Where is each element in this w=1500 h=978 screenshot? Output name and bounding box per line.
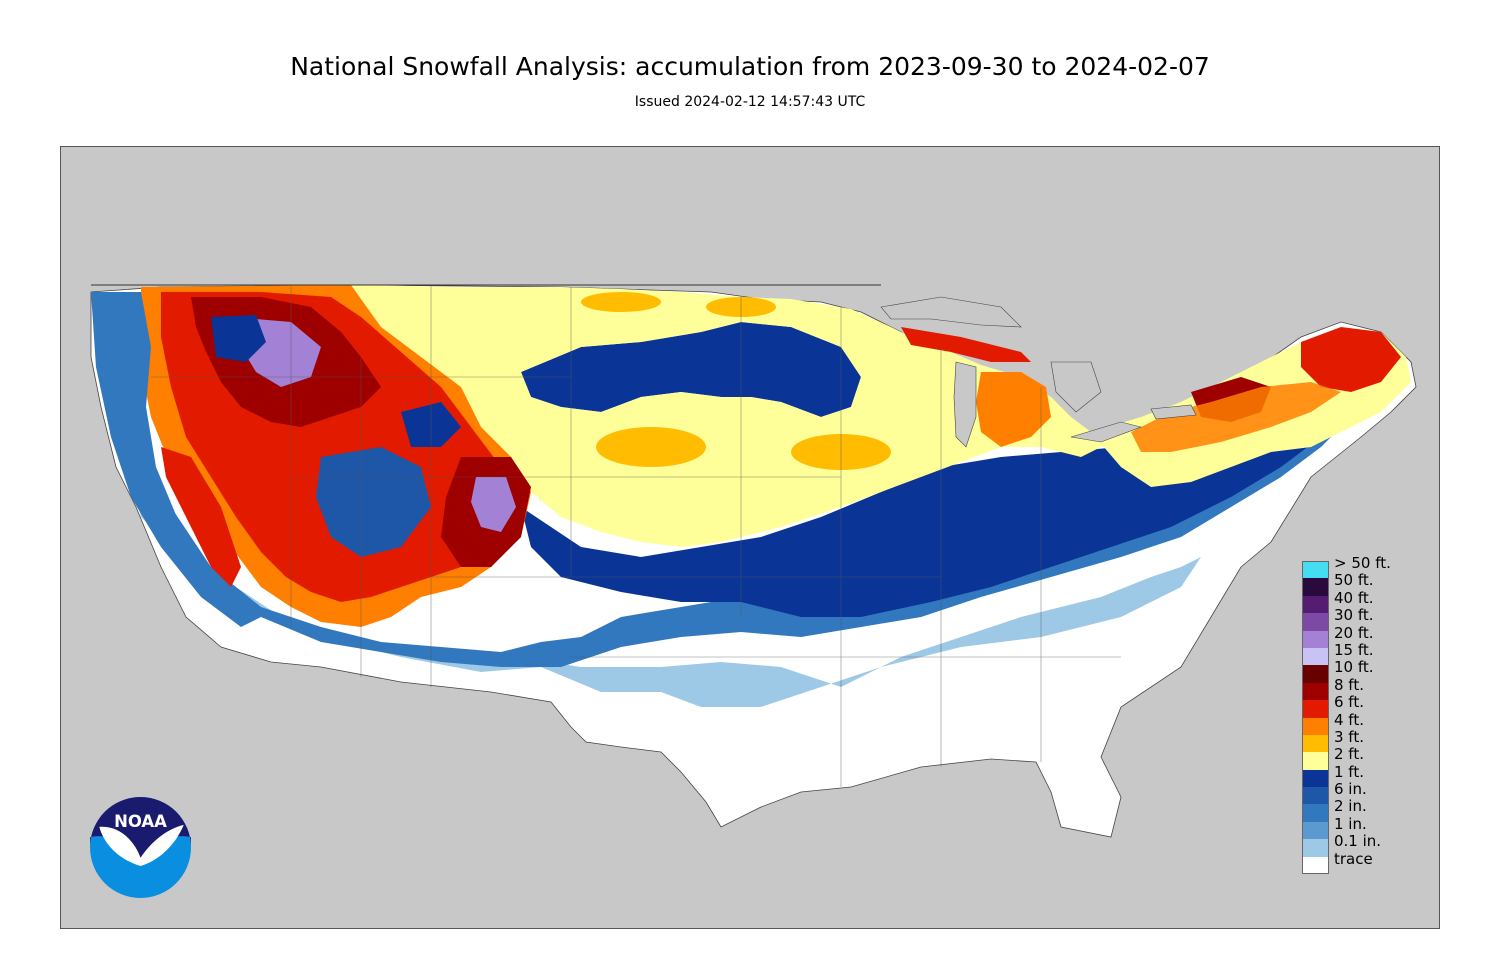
legend-item: 3 ft. bbox=[1302, 728, 1412, 753]
legend-label: > 50 ft. bbox=[1334, 554, 1391, 572]
legend-item: 1 ft. bbox=[1302, 763, 1412, 788]
map-title: National Snowfall Analysis: accumulation… bbox=[290, 52, 1210, 81]
zone-pacific-coast-blue bbox=[91, 292, 261, 627]
legend-item: 40 ft. bbox=[1302, 589, 1412, 614]
snowfall-map-canvas bbox=[90, 284, 1417, 838]
legend-item: 6 in. bbox=[1302, 780, 1412, 805]
lake-huron bbox=[1050, 361, 1102, 413]
legend-item: 1 in. bbox=[1302, 815, 1412, 840]
legend-swatch bbox=[1302, 734, 1329, 753]
legend-item: 8 ft. bbox=[1302, 676, 1412, 701]
snowfall-map bbox=[60, 146, 1440, 929]
legend-item: trace bbox=[1302, 850, 1412, 875]
legend-swatch bbox=[1302, 647, 1329, 666]
legend-item: 50 ft. bbox=[1302, 571, 1412, 596]
legend-swatch bbox=[1302, 821, 1329, 840]
legend-label: 50 ft. bbox=[1334, 571, 1374, 590]
zone-maine-red bbox=[1301, 327, 1401, 392]
zone-plains-orange-a bbox=[581, 292, 661, 312]
noaa-logo: NOAA bbox=[90, 797, 191, 898]
legend-item: > 50 ft. bbox=[1302, 554, 1412, 579]
legend-label: 3 ft. bbox=[1334, 727, 1364, 746]
legend-swatch bbox=[1302, 752, 1329, 770]
zone-idaho-blue bbox=[211, 315, 266, 362]
legend-swatch bbox=[1302, 578, 1329, 596]
legend-label: 10 ft. bbox=[1334, 658, 1374, 677]
legend-item: 10 ft. bbox=[1302, 658, 1412, 683]
legend-bottom-edge bbox=[1302, 873, 1329, 875]
legend-label: 0.1 in. bbox=[1334, 832, 1382, 851]
legend-swatch bbox=[1302, 769, 1329, 788]
legend-item: 2 ft. bbox=[1302, 745, 1412, 770]
state-borders bbox=[151, 285, 1121, 787]
zone-six-inch-one-foot bbox=[521, 372, 1351, 617]
legend-swatch bbox=[1302, 787, 1329, 805]
zone-great-basin-blue bbox=[316, 447, 431, 557]
zone-northeast-orange bbox=[1131, 382, 1341, 452]
legend-swatch bbox=[1302, 717, 1329, 735]
zone-upper-michigan-red bbox=[901, 327, 1031, 362]
legend-swatch bbox=[1302, 561, 1329, 579]
legend-swatch bbox=[1302, 613, 1329, 631]
legend-item: 20 ft. bbox=[1302, 624, 1412, 648]
legend-label: 6 ft. bbox=[1334, 693, 1364, 712]
noaa-logo-text: NOAA bbox=[114, 812, 167, 831]
legend-item: 6 ft. bbox=[1302, 693, 1412, 718]
legend-swatch bbox=[1302, 839, 1329, 857]
legend-label: trace bbox=[1334, 849, 1373, 868]
legend-item: 4 ft. bbox=[1302, 711, 1412, 735]
legend-swatch bbox=[1302, 665, 1329, 683]
issued-timestamp: Issued 2024-02-12 14:57:43 UTC bbox=[634, 94, 866, 110]
legend-label: 20 ft. bbox=[1334, 623, 1374, 642]
legend-label: 2 in. bbox=[1334, 797, 1367, 816]
zone-plains-orange-b bbox=[596, 427, 706, 467]
legend-item: 15 ft. bbox=[1302, 641, 1412, 666]
lake-michigan bbox=[953, 361, 977, 448]
lake-ontario bbox=[1150, 404, 1197, 420]
lake-erie bbox=[1070, 421, 1143, 443]
legend-swatch bbox=[1302, 700, 1329, 718]
legend-label: 1 ft. bbox=[1334, 762, 1364, 781]
lake-superior bbox=[880, 296, 1022, 328]
legend-label: 30 ft. bbox=[1334, 606, 1374, 625]
legend-label: 6 in. bbox=[1334, 780, 1367, 799]
legend: > 50 ft. 50 ft. 40 ft. 30 ft. 20 ft. 15 ft. 10… bbox=[1302, 554, 1412, 875]
legend-label: 15 ft. bbox=[1334, 640, 1374, 659]
legend-label: 8 ft. bbox=[1334, 675, 1364, 694]
legend-label: 4 ft. bbox=[1334, 710, 1364, 729]
legend-label: 2 ft. bbox=[1334, 745, 1364, 764]
legend-swatch bbox=[1302, 804, 1329, 822]
legend-swatch bbox=[1302, 595, 1329, 614]
legend-item: 2 in. bbox=[1302, 797, 1412, 822]
zone-one-to-six-inch bbox=[101, 297, 1341, 667]
legend-swatch bbox=[1302, 630, 1329, 648]
legend-label: 1 in. bbox=[1334, 814, 1367, 833]
zone-colorado-purple bbox=[471, 477, 516, 532]
legend-item: 0.1 in. bbox=[1302, 832, 1412, 857]
legend-swatch bbox=[1302, 682, 1329, 701]
zone-sierra-red bbox=[161, 447, 241, 587]
zone-northern-plains-blue bbox=[521, 322, 861, 417]
legend-item: 30 ft. bbox=[1302, 606, 1412, 631]
legend-label: 40 ft. bbox=[1334, 588, 1374, 607]
legend-swatch bbox=[1302, 856, 1329, 875]
zone-one-to-two-foot bbox=[351, 285, 1111, 547]
zone-lower-michigan-orange bbox=[976, 372, 1051, 447]
